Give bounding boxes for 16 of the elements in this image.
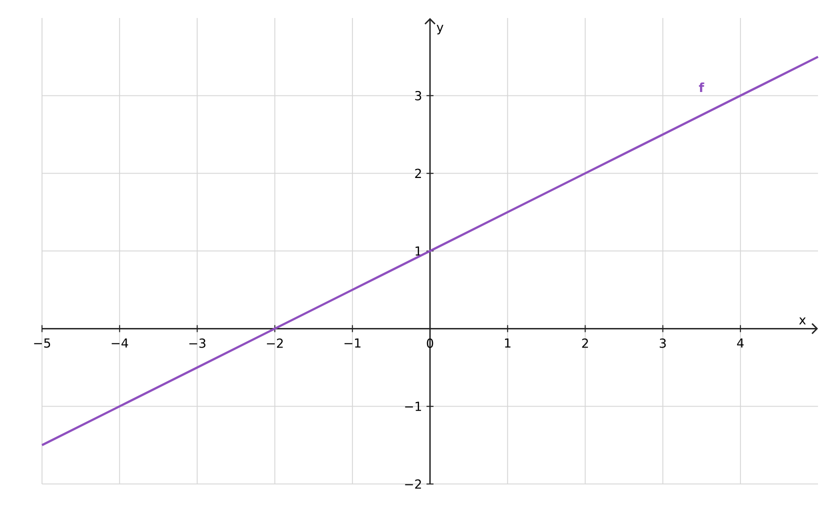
x-tick-label: 2 (582, 338, 588, 348)
y-tick-label: −1 (405, 402, 422, 411)
series-label: f (698, 82, 704, 92)
y-tick-label: 2 (415, 168, 421, 178)
x-tick-label: −1 (344, 338, 360, 348)
y-axis-title: y (436, 24, 444, 34)
x-tick-label: −4 (112, 338, 128, 348)
x-tick-label: −2 (266, 338, 283, 348)
x-tick-label: −5 (34, 338, 50, 348)
y-tick-label: −2 (405, 479, 421, 489)
x-axis-title: x (799, 318, 806, 324)
y-tick-label: 3 (415, 90, 422, 100)
x-tick-label: −3 (189, 338, 206, 348)
x-tick-label: 1 (505, 338, 510, 348)
x-tick-label: 3 (660, 338, 666, 348)
x-tick-label: 4 (737, 338, 744, 348)
